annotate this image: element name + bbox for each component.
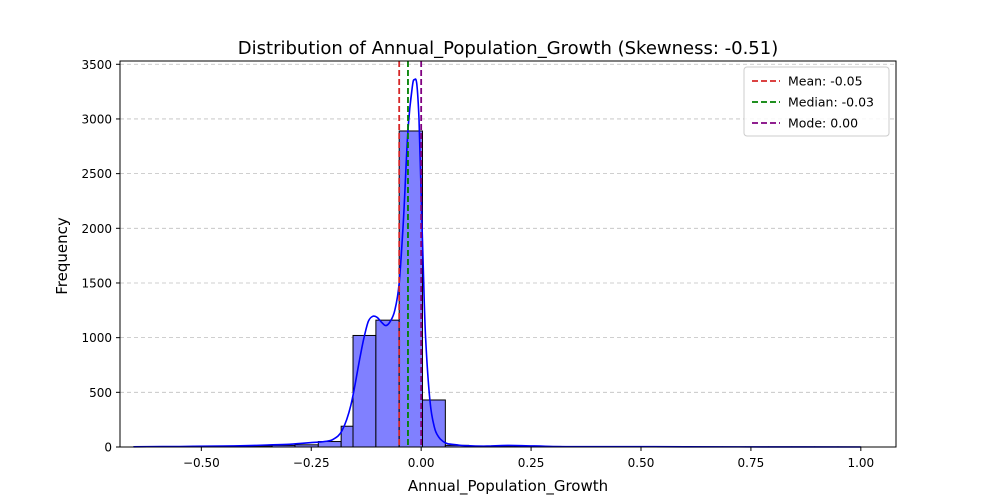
- x-tick-label-0: −0.50: [183, 456, 220, 470]
- y-tick-label-6: 3000: [81, 112, 112, 126]
- legend-mode-label: Mode: 0.00: [788, 116, 858, 131]
- histogram-bar-11: [375, 319, 400, 448]
- y-tick-label-7: 3500: [81, 58, 112, 72]
- y-tick-label-2: 1000: [81, 331, 112, 345]
- plot-frame: [119, 60, 897, 448]
- chart-title: Distribution of Annual_Population_Growth…: [238, 38, 778, 59]
- x-axis-ticks: −0.50 −0.25 0.00 0.25 0.50 0.75 1.00: [183, 447, 874, 470]
- y-axis-ticks: 0 500 1000 1500 2000 2500 3000 3500: [81, 58, 120, 455]
- x-tick-label-2: 0.00: [408, 456, 435, 470]
- y-tick-label-1: 500: [89, 386, 112, 400]
- x-tick-label-4: 0.50: [628, 456, 655, 470]
- x-tick-label-3: 0.25: [518, 456, 545, 470]
- legend-mean-label: Mean: -0.05: [788, 74, 863, 89]
- x-axis-label: Annual_Population_Growth: [408, 477, 608, 496]
- legend: Mean: -0.05 Median: -0.03 Mode: 0.00: [743, 66, 890, 137]
- y-axis-label: Frequency: [53, 217, 71, 295]
- x-tick-label-1: −0.25: [293, 456, 330, 470]
- histogram-bar-10: [352, 334, 377, 448]
- statistic-lines: [398, 61, 423, 447]
- histogram-bar-12: [398, 130, 423, 448]
- y-tick-label-4: 2000: [81, 222, 112, 236]
- x-tick-label-6: 1.00: [847, 456, 874, 470]
- x-tick-label-5: 0.75: [738, 456, 765, 470]
- y-tick-label-5: 2500: [81, 167, 112, 181]
- histogram-bars: [133, 130, 862, 448]
- y-tick-label-0: 0: [104, 441, 112, 455]
- y-tick-label-3: 1500: [81, 276, 112, 290]
- legend-box: [743, 66, 890, 137]
- legend-median-label: Median: -0.03: [788, 95, 874, 110]
